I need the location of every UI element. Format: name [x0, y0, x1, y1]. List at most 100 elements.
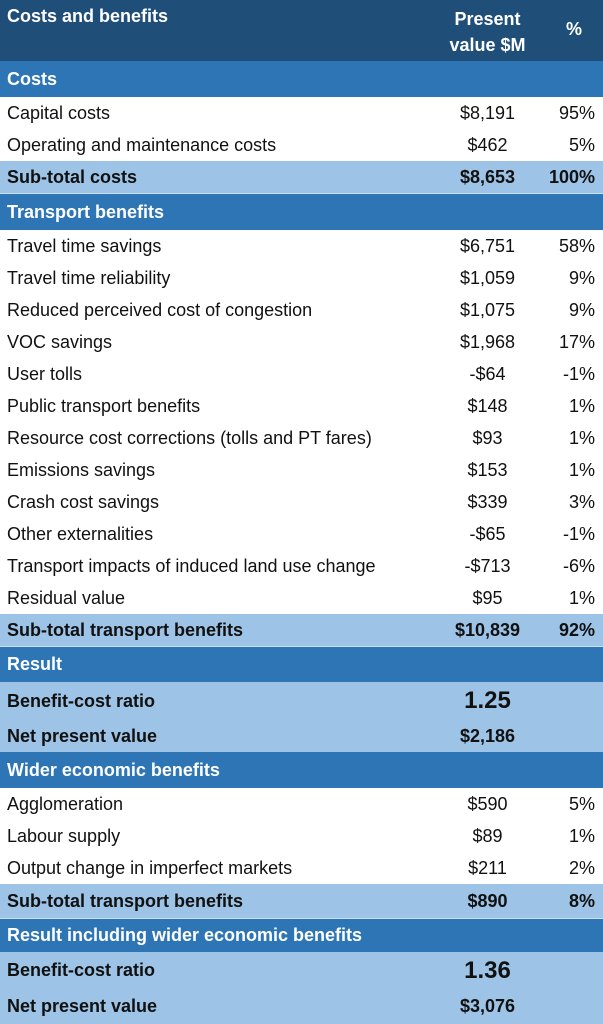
- row-value: $462: [467, 134, 508, 155]
- table-row: Output change in imperfect markets $211 …: [0, 852, 603, 884]
- table-row: Other externalities -$65 -1%: [0, 518, 603, 550]
- subtotal-value: $890: [467, 890, 508, 911]
- table-row: Travel time reliability $1,059 9%: [0, 262, 603, 294]
- header-value-line1: Present: [454, 9, 521, 29]
- npv-value: $2,186: [459, 725, 516, 746]
- row-label: Other externalities: [7, 523, 154, 544]
- result-wider-bcr-row: Benefit-cost ratio 1.36: [0, 952, 603, 989]
- row-label: Operating and maintenance costs: [7, 134, 277, 155]
- row-label: Labour supply: [7, 825, 121, 846]
- row-value: $339: [467, 491, 508, 512]
- section-transport-benefits: Transport benefits: [0, 194, 603, 230]
- row-pct: 1%: [568, 459, 595, 480]
- row-label: Transport impacts of induced land use ch…: [7, 555, 376, 576]
- row-label: Resource cost corrections (tolls and PT …: [7, 427, 372, 448]
- subtotal-pct: 8%: [568, 890, 595, 911]
- table-header: Costs and benefits Present value $M %: [0, 0, 603, 61]
- row-label: Capital costs: [7, 102, 111, 123]
- row-label: Residual value: [7, 587, 126, 608]
- section-title: Result including wider economic benefits: [7, 925, 363, 945]
- npv-label: Net present value: [7, 725, 158, 746]
- row-pct: 9%: [568, 267, 595, 288]
- table-row: Labour supply $89 1%: [0, 820, 603, 852]
- table-row: Transport impacts of induced land use ch…: [0, 550, 603, 582]
- row-value: $95: [472, 587, 503, 608]
- header-value: Present value $M: [430, 0, 545, 58]
- row-value: $6,751: [459, 235, 516, 256]
- row-value: $590: [467, 793, 508, 814]
- bcr-label: Benefit-cost ratio: [7, 690, 156, 711]
- table-row: Reduced perceived cost of congestion $1,…: [0, 294, 603, 326]
- row-value: $153: [467, 459, 508, 480]
- row-label: User tolls: [7, 363, 83, 384]
- row-pct: -1%: [562, 363, 595, 384]
- result-npv-row: Net present value $2,186: [0, 720, 603, 752]
- subtotal-value: $8,653: [459, 166, 516, 187]
- row-value: $148: [467, 395, 508, 416]
- section-title: Transport benefits: [7, 201, 165, 222]
- row-label: Agglomeration: [7, 793, 124, 814]
- subtotal-transport-benefits: Sub-total transport benefits $10,839 92%: [0, 614, 603, 647]
- table-row: Agglomeration $590 5%: [0, 788, 603, 820]
- table-row: Public transport benefits $148 1%: [0, 390, 603, 422]
- row-pct: 1%: [568, 587, 595, 608]
- subtotal-value: $10,839: [454, 619, 521, 640]
- table-row: Operating and maintenance costs $462 5%: [0, 129, 603, 161]
- row-label: Output change in imperfect markets: [7, 857, 293, 878]
- npv-value: $3,076: [459, 996, 516, 1016]
- row-value: $89: [472, 825, 503, 846]
- table-row: Capital costs $8,191 95%: [0, 97, 603, 129]
- row-pct: 17%: [558, 331, 595, 352]
- table-row: Residual value $95 1%: [0, 582, 603, 614]
- section-result: Result: [0, 647, 603, 682]
- subtotal-label: Sub-total costs: [7, 166, 138, 187]
- subtotal-label: Sub-total transport benefits: [7, 890, 244, 911]
- row-label: Reduced perceived cost of congestion: [7, 299, 313, 320]
- section-title: Costs: [7, 68, 58, 89]
- row-pct: -6%: [562, 555, 595, 576]
- subtotal-pct: 92%: [558, 619, 595, 640]
- row-value: $1,075: [459, 299, 516, 320]
- table-row: Emissions savings $153 1%: [0, 454, 603, 486]
- row-pct: 3%: [568, 491, 595, 512]
- row-pct: 5%: [568, 793, 595, 814]
- row-pct: 1%: [568, 395, 595, 416]
- subtotal-costs: Sub-total costs $8,653 100%: [0, 161, 603, 194]
- row-value: -$713: [464, 555, 511, 576]
- row-pct: 9%: [568, 299, 595, 320]
- header-pct: %: [565, 19, 582, 39]
- row-label: Crash cost savings: [7, 491, 160, 512]
- bcr-value: 1.36: [464, 956, 511, 984]
- section-wider-economic-benefits: Wider economic benefits: [0, 752, 603, 788]
- row-value: $8,191: [459, 102, 516, 123]
- table-row: Travel time savings $6,751 58%: [0, 230, 603, 262]
- npv-label: Net present value: [7, 996, 158, 1016]
- table-row: VOC savings $1,968 17%: [0, 326, 603, 358]
- row-label: Public transport benefits: [7, 395, 201, 416]
- row-value: $211: [468, 857, 507, 878]
- table-row: Crash cost savings $339 3%: [0, 486, 603, 518]
- row-pct: 1%: [568, 825, 595, 846]
- result-wider-npv-row: Net present value $3,076: [0, 989, 603, 1024]
- row-pct: 2%: [568, 857, 595, 878]
- row-pct: -1%: [562, 523, 595, 544]
- row-pct: 5%: [568, 134, 595, 155]
- result-bcr-row: Benefit-cost ratio 1.25: [0, 682, 603, 720]
- row-pct: 58%: [558, 235, 595, 256]
- row-pct: 95%: [558, 102, 595, 123]
- row-label: Travel time reliability: [7, 267, 171, 288]
- header-value-line2: value $M: [449, 35, 526, 55]
- subtotal-label: Sub-total transport benefits: [7, 619, 244, 640]
- subtotal-wider-benefits: Sub-total transport benefits $890 8%: [0, 884, 603, 919]
- section-costs: Costs: [0, 61, 603, 97]
- row-label: VOC savings: [7, 331, 113, 352]
- section-title: Wider economic benefits: [7, 759, 220, 780]
- bcr-value: 1.25: [464, 687, 511, 714]
- header-label: Costs and benefits: [7, 6, 169, 26]
- section-result-including-web: Result including wider economic benefits: [0, 919, 603, 952]
- subtotal-pct: 100%: [548, 166, 595, 187]
- section-title: Result: [7, 654, 63, 674]
- row-value: $1,968: [459, 331, 516, 352]
- row-value: -$64: [469, 363, 506, 384]
